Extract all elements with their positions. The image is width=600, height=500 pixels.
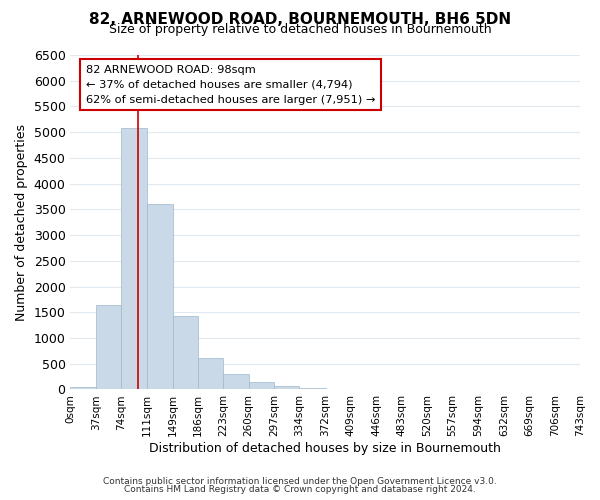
Text: Contains public sector information licensed under the Open Government Licence v3: Contains public sector information licen… xyxy=(103,477,497,486)
Bar xyxy=(223,374,249,390)
Bar xyxy=(274,386,299,390)
Bar xyxy=(198,358,223,390)
Bar xyxy=(146,204,173,390)
Bar xyxy=(121,128,146,390)
Bar xyxy=(70,387,96,390)
X-axis label: Distribution of detached houses by size in Bournemouth: Distribution of detached houses by size … xyxy=(149,442,501,455)
Bar xyxy=(299,388,326,390)
Bar xyxy=(249,382,274,390)
Bar xyxy=(96,304,121,390)
Text: 82 ARNEWOOD ROAD: 98sqm
← 37% of detached houses are smaller (4,794)
62% of semi: 82 ARNEWOOD ROAD: 98sqm ← 37% of detache… xyxy=(86,65,375,104)
Bar xyxy=(173,316,198,390)
Y-axis label: Number of detached properties: Number of detached properties xyxy=(15,124,28,320)
Text: Size of property relative to detached houses in Bournemouth: Size of property relative to detached ho… xyxy=(109,22,491,36)
Text: Contains HM Land Registry data © Crown copyright and database right 2024.: Contains HM Land Registry data © Crown c… xyxy=(124,485,476,494)
Text: 82, ARNEWOOD ROAD, BOURNEMOUTH, BH6 5DN: 82, ARNEWOOD ROAD, BOURNEMOUTH, BH6 5DN xyxy=(89,12,511,28)
